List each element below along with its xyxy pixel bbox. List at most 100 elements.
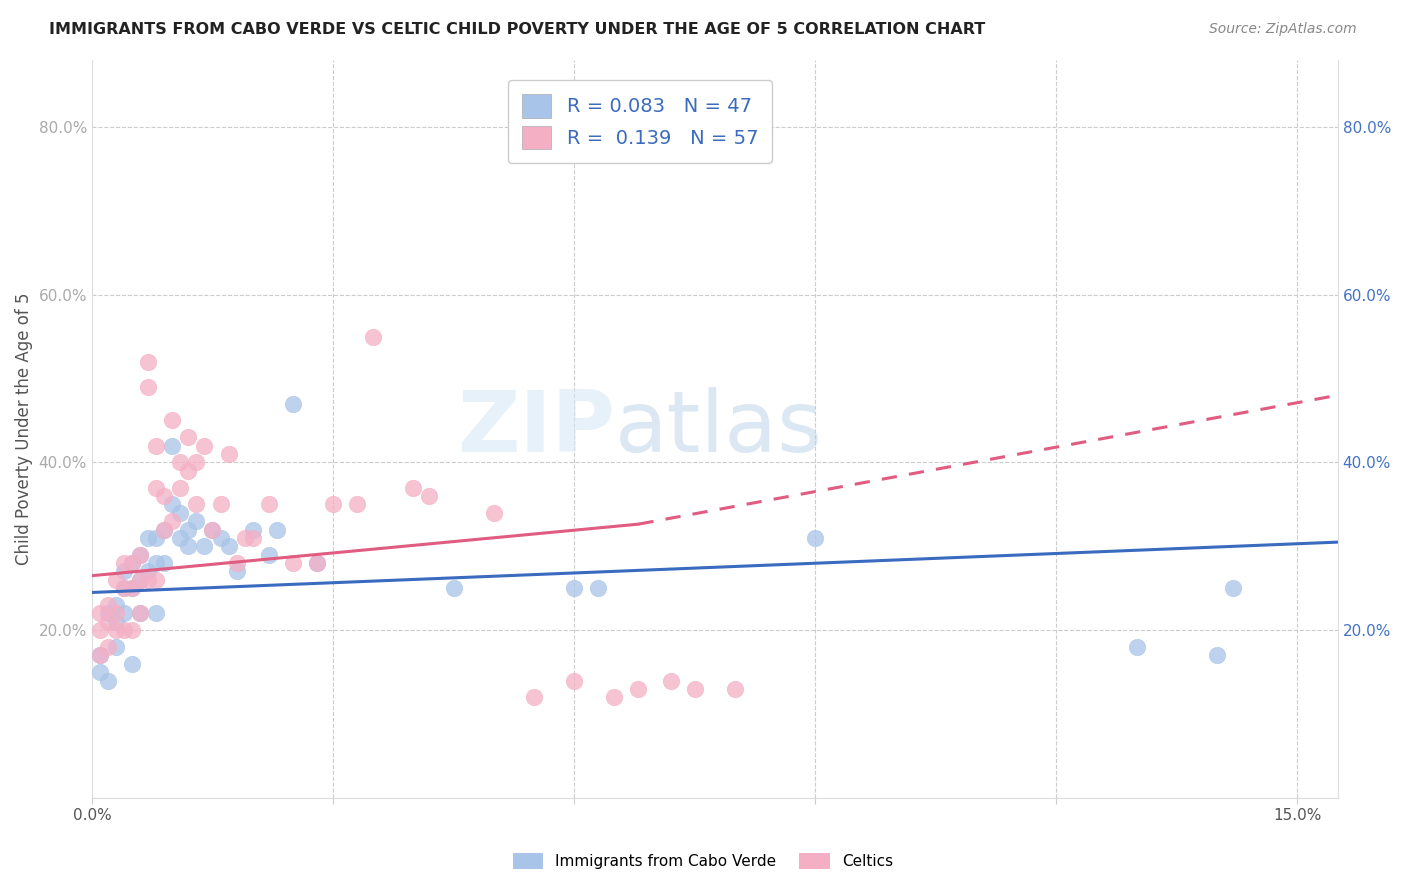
Point — [266, 523, 288, 537]
Point — [177, 464, 200, 478]
Point — [145, 481, 167, 495]
Text: IMMIGRANTS FROM CABO VERDE VS CELTIC CHILD POVERTY UNDER THE AGE OF 5 CORRELATIO: IMMIGRANTS FROM CABO VERDE VS CELTIC CHI… — [49, 22, 986, 37]
Point — [305, 556, 328, 570]
Point — [169, 531, 191, 545]
Point — [1206, 648, 1229, 663]
Point — [105, 640, 128, 654]
Point — [129, 607, 152, 621]
Point — [145, 607, 167, 621]
Point — [121, 624, 143, 638]
Point — [129, 573, 152, 587]
Point — [218, 539, 240, 553]
Point — [586, 581, 609, 595]
Point — [136, 531, 159, 545]
Point — [89, 624, 111, 638]
Point — [257, 548, 280, 562]
Point — [186, 455, 208, 469]
Text: ZIP: ZIP — [457, 387, 614, 470]
Point — [193, 539, 215, 553]
Point — [97, 598, 120, 612]
Point — [169, 481, 191, 495]
Point — [105, 615, 128, 629]
Point — [225, 556, 247, 570]
Point — [186, 497, 208, 511]
Y-axis label: Child Poverty Under the Age of 5: Child Poverty Under the Age of 5 — [15, 293, 32, 565]
Point — [112, 607, 135, 621]
Point — [97, 615, 120, 629]
Point — [346, 497, 368, 511]
Point — [121, 657, 143, 671]
Point — [129, 548, 152, 562]
Point — [162, 514, 184, 528]
Point — [242, 523, 264, 537]
Point — [523, 690, 546, 705]
Point — [418, 489, 440, 503]
Point — [145, 531, 167, 545]
Point — [1222, 581, 1244, 595]
Point — [562, 673, 585, 688]
Point — [121, 581, 143, 595]
Point — [562, 581, 585, 595]
Point — [153, 523, 176, 537]
Point — [112, 624, 135, 638]
Point — [136, 380, 159, 394]
Point — [162, 413, 184, 427]
Point — [193, 439, 215, 453]
Point — [804, 531, 827, 545]
Point — [89, 665, 111, 680]
Point — [482, 506, 505, 520]
Point — [105, 624, 128, 638]
Point — [683, 681, 706, 696]
Point — [233, 531, 256, 545]
Point — [121, 556, 143, 570]
Point — [281, 556, 304, 570]
Point — [136, 565, 159, 579]
Point — [129, 548, 152, 562]
Point — [177, 430, 200, 444]
Point — [145, 439, 167, 453]
Point — [201, 523, 224, 537]
Point — [136, 573, 159, 587]
Text: Source: ZipAtlas.com: Source: ZipAtlas.com — [1209, 22, 1357, 37]
Point — [162, 439, 184, 453]
Point — [105, 598, 128, 612]
Point — [443, 581, 465, 595]
Point — [97, 640, 120, 654]
Point — [153, 556, 176, 570]
Point — [209, 531, 232, 545]
Point — [1125, 640, 1147, 654]
Point — [305, 556, 328, 570]
Point — [218, 447, 240, 461]
Point — [136, 354, 159, 368]
Point — [603, 690, 626, 705]
Point — [112, 581, 135, 595]
Point — [112, 565, 135, 579]
Point — [361, 329, 384, 343]
Point — [89, 607, 111, 621]
Point — [659, 673, 682, 688]
Point — [169, 455, 191, 469]
Point — [281, 397, 304, 411]
Point — [105, 607, 128, 621]
Point — [121, 556, 143, 570]
Point — [89, 648, 111, 663]
Point — [169, 506, 191, 520]
Point — [257, 497, 280, 511]
Point — [112, 581, 135, 595]
Point — [322, 497, 344, 511]
Point — [89, 648, 111, 663]
Point — [201, 523, 224, 537]
Point — [177, 523, 200, 537]
Point — [724, 681, 747, 696]
Point — [209, 497, 232, 511]
Point — [153, 489, 176, 503]
Point — [105, 573, 128, 587]
Point — [153, 523, 176, 537]
Point — [112, 556, 135, 570]
Point — [129, 607, 152, 621]
Legend: R = 0.083   N = 47, R =  0.139   N = 57: R = 0.083 N = 47, R = 0.139 N = 57 — [509, 80, 772, 163]
Legend: Immigrants from Cabo Verde, Celtics: Immigrants from Cabo Verde, Celtics — [506, 847, 900, 875]
Point — [225, 565, 247, 579]
Point — [97, 673, 120, 688]
Point — [97, 607, 120, 621]
